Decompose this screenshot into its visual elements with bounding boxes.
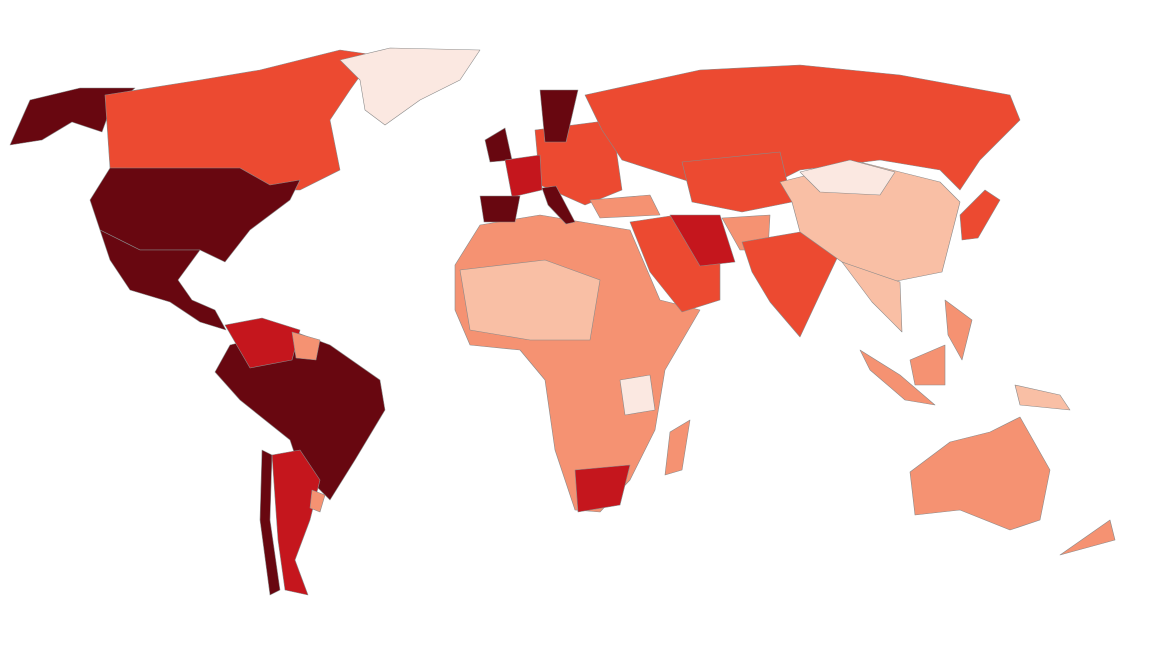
region: [859, 349, 936, 406]
region: [841, 261, 903, 333]
region: [484, 127, 513, 163]
region: [459, 259, 601, 341]
region: [339, 47, 481, 126]
region: [584, 64, 1021, 191]
region: [1014, 384, 1071, 411]
region: [664, 419, 691, 476]
region: [681, 151, 793, 213]
region: [799, 159, 896, 196]
region: [539, 89, 579, 143]
region: [291, 331, 321, 361]
region: [1059, 519, 1116, 556]
region: [89, 167, 301, 263]
region: [99, 229, 227, 331]
region: [504, 154, 543, 198]
region: [959, 189, 1001, 241]
region: [944, 299, 973, 361]
region: [669, 214, 736, 267]
region: [214, 329, 386, 501]
region: [574, 464, 631, 513]
region: [589, 194, 661, 219]
region: [619, 374, 656, 416]
region: [909, 416, 1051, 531]
region: [479, 195, 521, 223]
region: [909, 344, 946, 386]
region: [271, 449, 321, 596]
region: [541, 185, 576, 225]
region: [309, 489, 326, 513]
